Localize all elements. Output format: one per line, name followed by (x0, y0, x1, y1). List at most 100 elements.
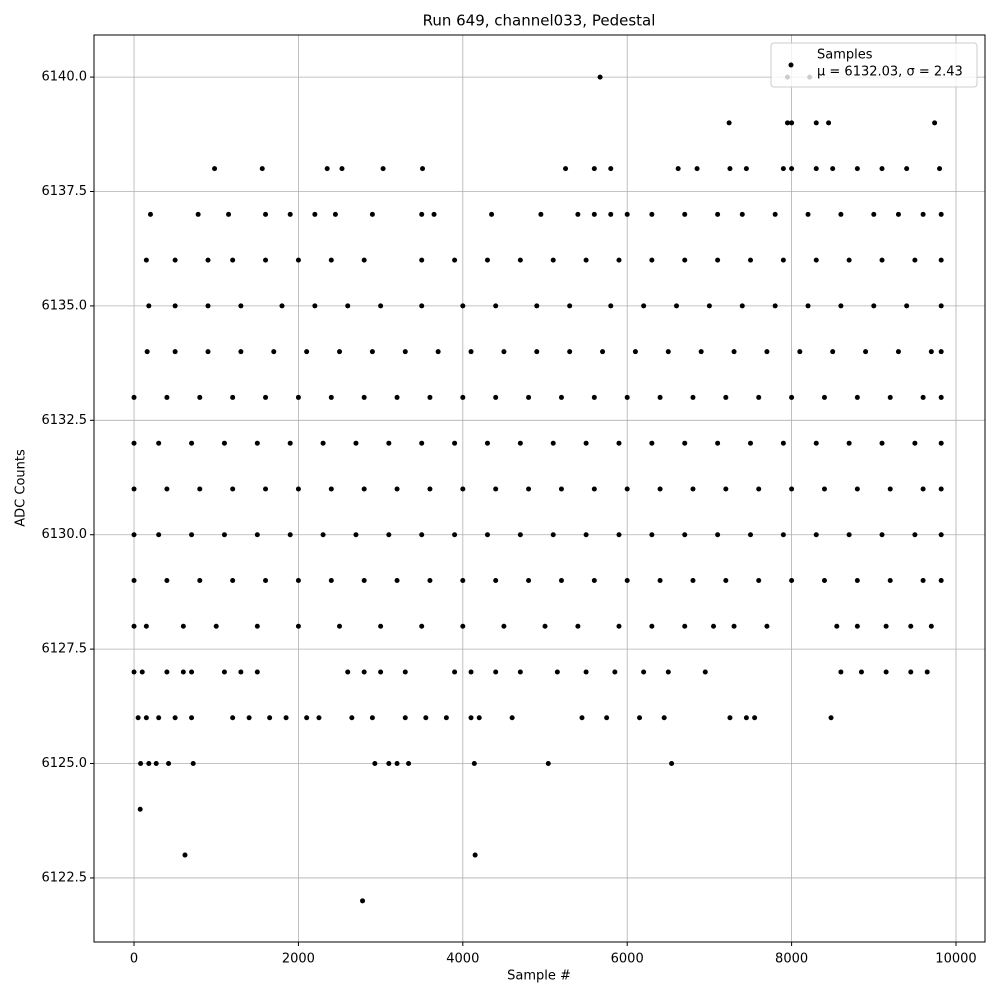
data-point (468, 349, 474, 355)
data-point (752, 715, 758, 721)
data-point (583, 440, 589, 446)
data-point (484, 257, 490, 263)
data-point (879, 166, 885, 172)
data-point (287, 532, 293, 538)
data-point (723, 577, 729, 583)
data-point (361, 257, 367, 263)
data-point (789, 166, 795, 172)
x-tick-label: 2000 (282, 952, 315, 967)
y-axis-label: ADC Counts (14, 449, 29, 527)
data-point (263, 257, 269, 263)
data-point (135, 715, 141, 721)
data-point (675, 166, 681, 172)
data-point (230, 715, 236, 721)
data-point (328, 577, 334, 583)
data-point (764, 623, 770, 629)
x-tick-label: 10000 (935, 952, 976, 967)
data-point (649, 623, 655, 629)
data-point (715, 440, 721, 446)
data-point (263, 577, 269, 583)
data-point (912, 257, 918, 263)
data-point (938, 257, 944, 263)
data-point (780, 257, 786, 263)
data-point (715, 211, 721, 217)
data-point (295, 257, 301, 263)
data-point (813, 257, 819, 263)
data-point (526, 486, 532, 492)
data-point (484, 532, 490, 538)
data-point (756, 577, 762, 583)
data-point (723, 394, 729, 400)
data-point (339, 166, 345, 172)
data-point (380, 166, 386, 172)
data-point (550, 440, 556, 446)
data-point (649, 211, 655, 217)
data-point (267, 715, 273, 721)
data-point (637, 715, 643, 721)
data-point (938, 394, 944, 400)
data-point (361, 669, 367, 675)
data-point (427, 577, 433, 583)
data-point (312, 211, 318, 217)
data-point (838, 669, 844, 675)
data-point (254, 532, 260, 538)
data-point (616, 623, 622, 629)
data-point (205, 257, 211, 263)
data-point (295, 623, 301, 629)
data-point (378, 669, 384, 675)
data-point (287, 440, 293, 446)
data-point (295, 486, 301, 492)
data-point (575, 623, 581, 629)
data-point (612, 669, 618, 675)
y-tick-label: 6137.5 (42, 184, 88, 199)
data-point (624, 211, 630, 217)
data-point (212, 166, 218, 172)
data-point (526, 394, 532, 400)
data-point (558, 394, 564, 400)
data-point (263, 486, 269, 492)
y-tick-label: 6130.0 (42, 527, 88, 542)
data-point (328, 394, 334, 400)
data-point (694, 166, 700, 172)
data-point (361, 577, 367, 583)
data-point (883, 669, 889, 675)
data-point (938, 349, 944, 355)
data-point (419, 623, 425, 629)
data-point (271, 349, 277, 355)
data-point (690, 577, 696, 583)
data-point (172, 715, 178, 721)
data-point (887, 394, 893, 400)
data-point (471, 761, 477, 767)
data-point (641, 303, 647, 309)
data-point (238, 669, 244, 675)
data-point (805, 211, 811, 217)
data-point (164, 577, 170, 583)
data-point (189, 669, 195, 675)
data-point (378, 623, 384, 629)
data-point (854, 577, 860, 583)
data-point (254, 669, 260, 675)
data-point (624, 486, 630, 492)
data-point (526, 577, 532, 583)
data-point (361, 486, 367, 492)
data-point (780, 166, 786, 172)
data-point (821, 486, 827, 492)
data-point (332, 211, 338, 217)
data-point (324, 166, 330, 172)
data-point (682, 440, 688, 446)
data-point (230, 257, 236, 263)
data-point (493, 394, 499, 400)
data-point (846, 257, 852, 263)
data-point (420, 166, 426, 172)
data-point (137, 806, 143, 812)
data-point (156, 440, 162, 446)
data-point (172, 349, 178, 355)
data-point (238, 303, 244, 309)
data-point (711, 623, 717, 629)
data-point (583, 532, 589, 538)
data-point (682, 532, 688, 538)
data-point (780, 532, 786, 538)
data-point (597, 74, 603, 80)
data-point (143, 257, 149, 263)
